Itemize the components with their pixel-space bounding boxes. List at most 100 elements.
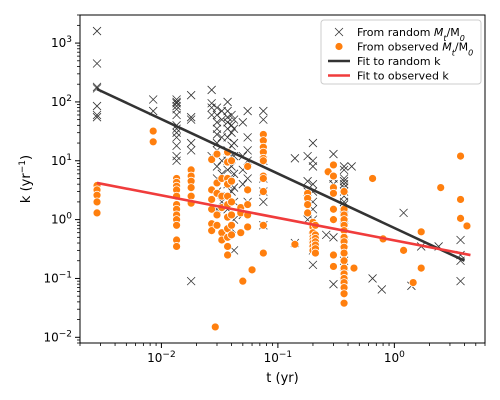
y-axis-label: k (yr−1) [18,155,34,203]
random-k-point [227,128,236,137]
random-k-point [339,162,349,171]
observed-k-point [368,174,377,183]
random-k-point [303,176,312,186]
observed-k-point [243,200,253,209]
y-axis: 10−2 10−1 100 101 102 103 [43,14,80,344]
random-k-point [186,115,196,124]
legend-marker-circle-icon [334,42,344,51]
random-k-point [92,26,102,36]
observed-k-point [456,195,465,204]
observed-k-point [416,227,426,237]
observed-k-point [243,162,253,171]
x-tick-label: 10−1 [264,350,293,365]
random-k-point [92,110,102,120]
random-k-point [207,98,216,108]
random-k-point [243,174,252,183]
observed-k-point [227,210,236,220]
random-k-point [303,151,312,161]
observed-k-point [329,262,338,271]
random-k-point [212,118,222,127]
random-k-point [238,118,248,127]
random-k-point [321,230,331,240]
observed-k-point [247,265,257,275]
observed-k-point [408,278,418,288]
observed-k-point [436,183,446,192]
random-k-point [290,154,300,163]
random-k-point [368,274,377,283]
random-k-point [186,276,196,286]
observed-k-point [329,204,338,214]
random-k-point [308,179,318,189]
random-k-point [339,176,349,186]
observed-k-point [258,220,268,230]
observed-k-point [303,208,313,218]
y-tick-label: 103 [51,35,72,50]
fit-observed-line [96,181,471,257]
random-k-point [172,128,181,137]
random-k-point [186,138,196,148]
observed-k-point [303,200,313,209]
random-k-point [223,133,232,142]
observed-k-point [172,220,181,230]
observed-k-point [186,183,196,192]
observed-k-point [339,298,349,308]
random-k-point [186,90,196,100]
observed-k-point [349,263,359,273]
observed-k-point [258,174,268,183]
random-k-point [186,146,196,155]
random-k-point [212,162,222,171]
random-k-point [92,59,102,68]
random-k-point [172,98,181,108]
x-tick-label: 100 [384,350,405,365]
random-k-point [456,235,465,245]
observed-k-point [212,149,222,159]
random-k-point [223,97,232,107]
observed-k-point [227,220,236,230]
observed-k-point [207,195,217,204]
random-k-point [243,106,252,116]
random-k-point [339,179,349,189]
observed-k-point [210,322,220,332]
random-k-point [308,260,318,270]
legend-entry-label: From observed Mt/M0 [357,41,473,58]
random-k-point [172,110,181,120]
random-k-point [399,208,408,218]
random-k-point [172,95,181,104]
observed-k-point [243,185,253,195]
observed-k-point [92,197,102,207]
random-k-point [347,162,356,171]
observed-k-point [212,210,222,220]
random-k-point [329,279,338,289]
observed-k-point [223,242,232,251]
random-k-point [172,156,181,166]
random-k-point [172,101,181,111]
y-tick-label: 10−1 [43,270,72,285]
random-k-point [229,115,239,124]
observed-k-point [329,188,338,198]
random-k-point [329,233,338,242]
observed-k-point [329,171,338,181]
random-k-point [92,101,102,111]
observed-k-point [238,276,248,286]
random-k-point [229,138,239,148]
observed-k-point [339,248,349,258]
legend-marker-x-icon [334,27,344,37]
random-k-point [217,115,227,124]
random-k-point [259,106,268,116]
observed-k-point [339,187,349,196]
observed-k-point [399,245,408,255]
observed-k-point [148,126,158,136]
observed-k-point [290,239,300,249]
observed-k-point [212,220,222,230]
x-axis-label: t (yr) [266,371,298,386]
random-k-point [259,197,268,207]
observed-k-point [223,250,232,260]
plot-frame [79,14,486,344]
observed-k-point [329,250,338,260]
observed-k-point [258,156,268,166]
random-k-point [172,97,181,107]
y-tick-label: 102 [51,94,72,109]
random-k-point [456,276,465,286]
